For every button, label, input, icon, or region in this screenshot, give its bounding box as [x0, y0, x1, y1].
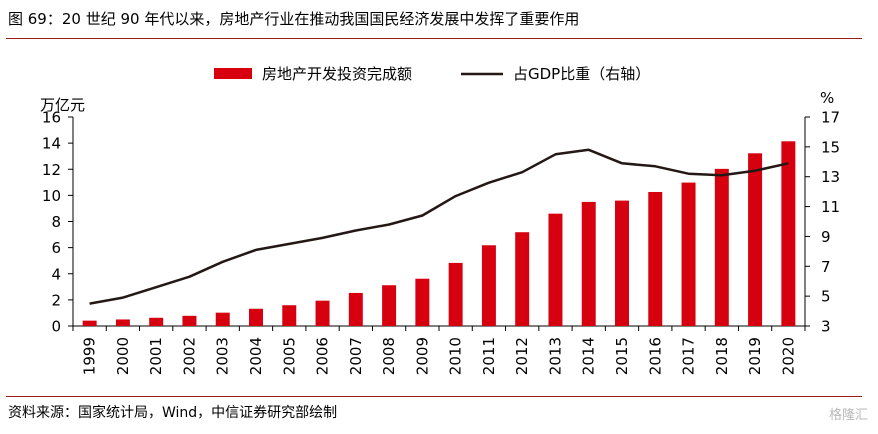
source-note: 资料来源：国家统计局，Wind，中信证券研究部绘制 — [8, 405, 338, 421]
x-axis-label: 2014 — [580, 337, 598, 375]
x-axis-label: 2001 — [147, 337, 165, 375]
bar-2003 — [215, 312, 230, 326]
bar-series — [82, 141, 796, 326]
left-axis-tick-label: 16 — [42, 109, 61, 127]
x-axis-label: 2008 — [380, 337, 398, 375]
combo-chart: 房地产开发投资完成额 占GDP比重（右轴） 万亿元 % 0 2 4 6 8 10 12 14 1… — [40, 65, 840, 375]
x-axis-label: 2004 — [247, 337, 265, 375]
x-axis-label: 2011 — [480, 337, 498, 375]
right-axis-tick-label: 13 — [821, 168, 840, 186]
x-axis-label: 2018 — [713, 337, 731, 375]
bar-2009 — [415, 278, 430, 326]
bar-2019 — [748, 153, 763, 326]
x-axis-label: 1999 — [81, 337, 99, 375]
x-axis-label: 2000 — [114, 337, 132, 375]
x-axis-label: 2012 — [513, 337, 531, 375]
title-divider — [6, 38, 862, 39]
legend: 房地产开发投资完成额 占GDP比重（右轴） — [214, 65, 650, 83]
right-axis-tick-label: 5 — [821, 288, 831, 306]
right-axis-tick-label: 11 — [821, 198, 840, 216]
x-axis-label: 2007 — [347, 337, 365, 375]
right-axis-tick-label: 3 — [821, 318, 831, 336]
figure-title: 图 69：20 世纪 90 年代以来，房地产行业在推动我国国民经济发展中发挥了重… — [8, 10, 580, 28]
legend-swatch-bar — [214, 68, 252, 79]
bar-2020 — [781, 141, 796, 326]
bar-1999 — [82, 320, 97, 326]
bar-2006 — [315, 300, 330, 326]
left-axis-unit: 万亿元 — [40, 96, 85, 114]
x-axis-label: 2005 — [280, 337, 298, 375]
bar-2018 — [714, 168, 729, 326]
x-axis-labels: 1999 2000 2001 2002 2003 2004 2005 2006 2007 2008… — [81, 337, 798, 375]
x-axis-label: 2020 — [779, 337, 797, 375]
x-axis-label: 2017 — [680, 337, 698, 375]
x-axis-label: 2016 — [646, 337, 664, 375]
bar-2007 — [348, 292, 363, 326]
left-axis-tick-label: 10 — [42, 187, 61, 205]
bar-2012 — [515, 232, 530, 326]
legend-label-bar: 房地产开发投资完成额 — [262, 65, 412, 83]
x-axis-label: 2010 — [447, 337, 465, 375]
x-axis-label: 2015 — [613, 337, 631, 375]
left-axis-tick-label: 0 — [51, 318, 61, 336]
bar-2014 — [581, 201, 596, 326]
bar-2013 — [548, 213, 563, 326]
x-axis-label: 2013 — [546, 337, 564, 375]
x-axis-label: 2003 — [214, 337, 232, 375]
bar-2008 — [382, 285, 397, 326]
bar-2002 — [182, 315, 197, 326]
gdp-share-line — [89, 148, 789, 305]
left-axis-tick-label: 4 — [51, 265, 61, 283]
line-series — [89, 148, 789, 305]
left-axis-tick-label: 2 — [51, 291, 61, 309]
bar-2005 — [282, 305, 297, 326]
bar-2011 — [481, 245, 496, 326]
bar-2010 — [448, 262, 463, 326]
left-axis-tick-label: 6 — [51, 239, 61, 257]
x-axis-label: 2002 — [180, 337, 198, 375]
right-axis-tick-label: 17 — [821, 109, 840, 127]
bar-2017 — [681, 182, 696, 326]
bar-2016 — [648, 191, 663, 326]
bar-2001 — [149, 317, 164, 326]
watermark-logo: 格隆汇 — [828, 408, 868, 423]
x-axis-label: 2009 — [413, 337, 431, 375]
left-axis-tick-label: 8 — [51, 213, 61, 231]
right-axis-unit: % — [820, 89, 834, 107]
x-axis-label: 2006 — [314, 337, 332, 375]
bar-2000 — [115, 319, 130, 326]
right-axis-tick-label: 9 — [821, 228, 831, 246]
bar-2004 — [249, 308, 263, 326]
left-axis-tick-label: 14 — [42, 135, 61, 153]
right-axis-tick-label: 7 — [821, 258, 831, 276]
bar-2015 — [615, 200, 629, 326]
right-axis-tick-label: 15 — [821, 138, 840, 156]
left-axis-tick-label: 12 — [42, 161, 61, 179]
legend-label-line: 占GDP比重（右轴） — [513, 65, 650, 83]
footer-divider — [6, 396, 862, 397]
x-axis-label: 2019 — [746, 337, 764, 375]
